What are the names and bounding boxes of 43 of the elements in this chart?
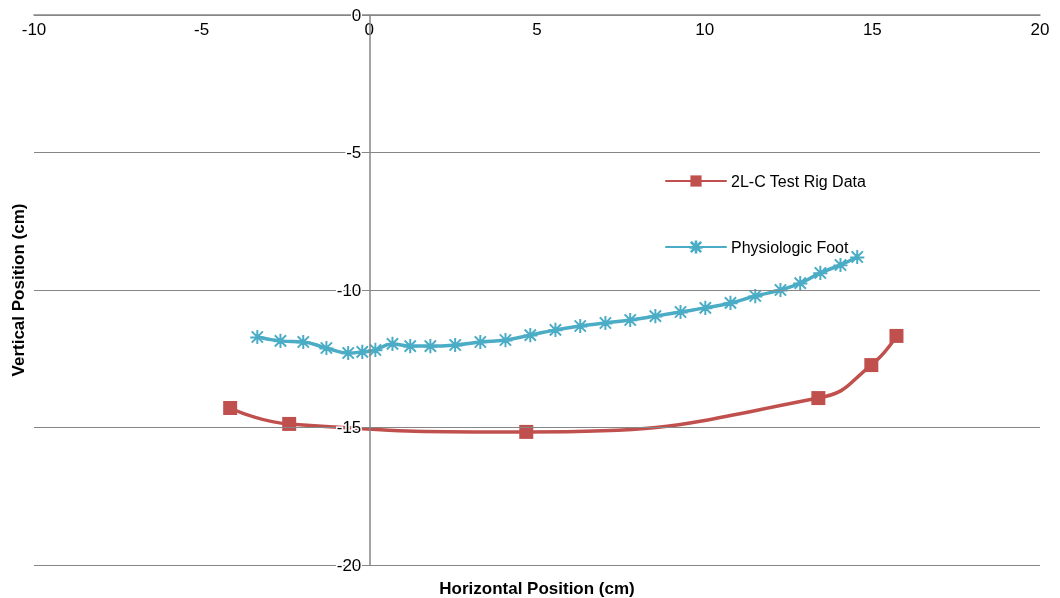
y-tick-label: -20	[336, 555, 362, 575]
point	[319, 340, 334, 356]
x-tick-label: 10	[695, 20, 715, 39]
point	[850, 249, 865, 265]
legend-label: Physiologic Foot	[731, 238, 849, 256]
point	[623, 312, 638, 328]
point	[523, 328, 538, 343]
y-tick-label: -5	[346, 143, 362, 162]
point	[813, 265, 828, 281]
point	[598, 315, 613, 331]
x-tick-label: 20	[1030, 20, 1050, 39]
point	[811, 391, 826, 406]
point	[296, 334, 311, 350]
point	[723, 295, 738, 311]
x-tick-label: 0	[364, 20, 375, 39]
point	[648, 309, 663, 324]
point	[889, 328, 904, 343]
point	[548, 322, 563, 337]
point	[355, 344, 370, 359]
legend-label: 2L-C Test Rig Data	[731, 172, 866, 190]
x-tick-label: 5	[532, 20, 542, 39]
point	[498, 332, 513, 348]
point	[250, 329, 265, 345]
x-tick-label: -10	[21, 20, 47, 39]
point	[273, 333, 288, 348]
x-axis-title: Horizontal Position (cm)	[439, 579, 635, 598]
point	[385, 336, 400, 351]
point	[423, 339, 438, 354]
point	[282, 416, 297, 431]
point	[341, 345, 356, 361]
point	[403, 339, 418, 354]
y-axis-title: Vertical Position (cm)	[9, 203, 28, 377]
point	[519, 424, 534, 439]
point	[573, 318, 588, 334]
y-tick-label: -10	[336, 280, 362, 300]
point	[473, 334, 488, 350]
point	[793, 276, 808, 291]
x-tick-label: -5	[194, 20, 210, 39]
point	[223, 400, 238, 415]
y-tick-label: 0	[351, 5, 362, 25]
point	[864, 358, 879, 373]
x-tick-label: 15	[862, 20, 882, 39]
point	[448, 337, 463, 353]
